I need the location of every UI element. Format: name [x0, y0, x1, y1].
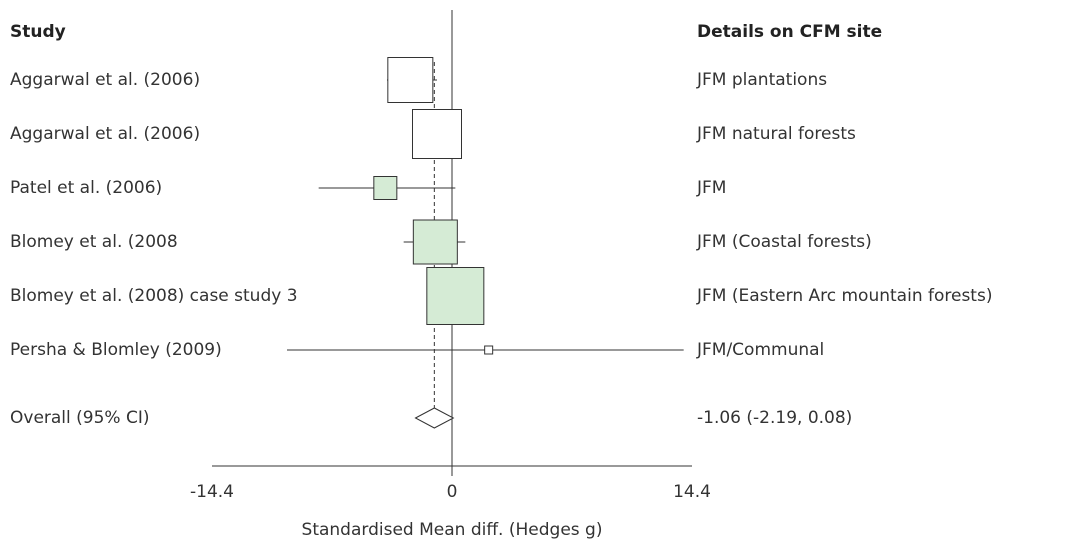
study-box	[387, 57, 434, 103]
detail-header: Details on CFM site	[697, 22, 882, 42]
study-label: Aggarwal et al. (2006)	[10, 70, 200, 90]
study-detail: JFM plantations	[696, 70, 827, 90]
x-tick-label: 0	[447, 482, 458, 502]
study-detail: JFM (Eastern Arc mountain forests)	[696, 286, 992, 306]
x-tick-label: -14.4	[190, 482, 234, 502]
study-label: Persha & Blomley (2009)	[10, 340, 222, 360]
study-box	[412, 219, 458, 265]
x-tick-label: 14.4	[673, 482, 711, 502]
study-box	[373, 176, 398, 200]
study-detail: JFM natural forests	[696, 124, 856, 144]
study-detail: JFM	[696, 178, 726, 198]
study-label: Blomey et al. (2008) case study 3	[10, 286, 298, 306]
study-detail: JFM (Coastal forests)	[696, 232, 872, 252]
study-box	[484, 345, 494, 355]
study-box	[426, 267, 485, 325]
x-axis-label: Standardised Mean diff. (Hedges g)	[302, 520, 603, 540]
study-header: Study	[10, 22, 66, 42]
overall-label: Overall (95% CI)	[10, 408, 150, 428]
study-label: Blomey et al. (2008	[10, 232, 178, 252]
overall-diamond	[414, 407, 455, 429]
study-label: Aggarwal et al. (2006)	[10, 124, 200, 144]
overall-value-label: -1.06 (-2.19, 0.08)	[697, 408, 852, 428]
study-box	[412, 109, 462, 159]
study-label: Patel et al. (2006)	[10, 178, 162, 198]
study-detail: JFM/Communal	[696, 340, 824, 360]
